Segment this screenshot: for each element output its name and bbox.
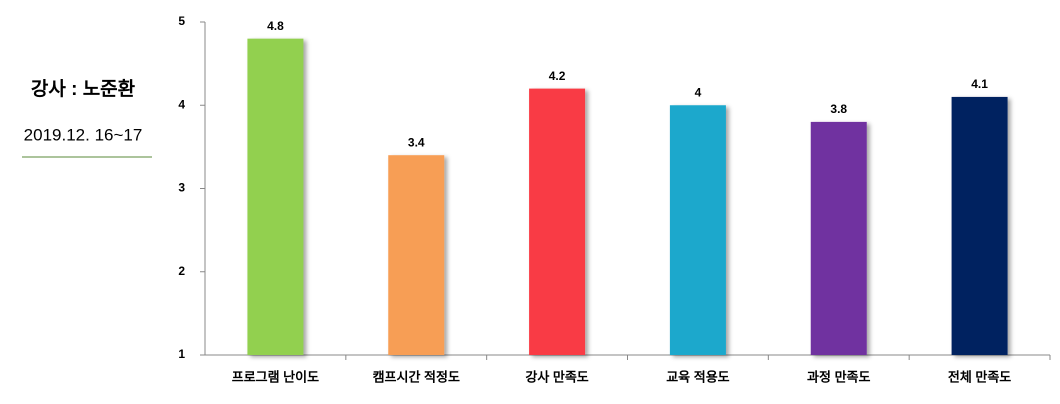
value-label: 4 <box>695 85 702 99</box>
bar <box>669 105 726 355</box>
y-tick-label: 4 <box>178 97 185 111</box>
y-tick-label: 2 <box>178 264 185 278</box>
x-tick-label: 교육 적용도 <box>666 369 729 384</box>
bar <box>810 121 867 356</box>
value-label: 4.2 <box>549 69 566 83</box>
x-tick-label: 강사 만족도 <box>525 369 588 384</box>
value-label: 3.4 <box>408 135 425 149</box>
x-tick-label: 과정 만족도 <box>807 369 870 384</box>
y-tick-label: 5 <box>178 14 185 28</box>
bar <box>951 96 1008 356</box>
bar <box>247 38 304 356</box>
bar <box>529 88 586 355</box>
y-tick-label: 3 <box>178 181 185 195</box>
x-tick-label: 전체 만족도 <box>948 369 1011 384</box>
y-tick-label: 1 <box>178 347 185 361</box>
x-tick-label: 프로그램 난이도 <box>232 369 319 384</box>
instructor: 강사 : 노준환 <box>31 78 136 100</box>
value-label: 4.1 <box>971 77 988 91</box>
value-label: 4.8 <box>267 19 284 33</box>
bar <box>388 155 445 355</box>
value-label: 3.8 <box>830 102 847 116</box>
date: 2019.12. 16~17 <box>24 125 143 144</box>
x-tick-label: 캠프시간 적정도 <box>373 369 460 384</box>
